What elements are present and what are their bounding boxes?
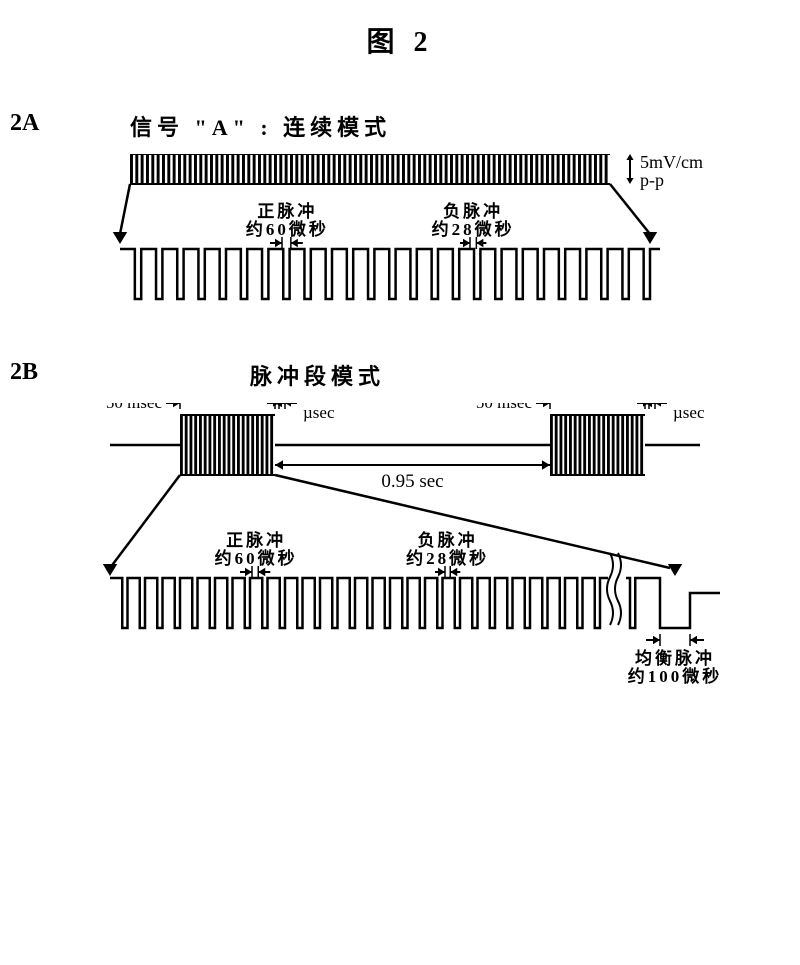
svg-text:µsec: µsec <box>303 403 335 422</box>
svg-text:均衡脉冲: 均衡脉冲 <box>635 648 715 668</box>
svg-text:约28微秒: 约28微秒 <box>406 548 489 568</box>
panel-2a-label: 2A <box>10 110 39 137</box>
svg-text:约100微秒: 约100微秒 <box>628 666 723 686</box>
panel-2a-title: 信号 "A" : 连续模式 <box>130 110 780 142</box>
panel-2b-title: 脉冲段模式 <box>250 359 780 391</box>
figure-title: 图 2 <box>20 20 780 60</box>
panel-2a-svg: 5mV/cmp-p正脉冲约60微秒负脉冲约28微秒 <box>40 154 760 329</box>
panel-2b-svg: 50 msec50 msec100µsec100µsec0.95 sec正脉冲约… <box>40 403 760 703</box>
svg-text:约60微秒: 约60微秒 <box>215 548 298 568</box>
svg-text:约60微秒: 约60微秒 <box>246 219 329 239</box>
svg-text:正脉冲: 正脉冲 <box>257 201 317 221</box>
panel-2b-label: 2B <box>10 359 38 386</box>
svg-text:负脉冲: 负脉冲 <box>418 530 478 550</box>
panel-2b: 2B 脉冲段模式 50 msec50 msec100µsec100µsec0.9… <box>20 359 780 703</box>
svg-text:正脉冲: 正脉冲 <box>226 530 286 550</box>
svg-text:µsec: µsec <box>673 403 705 422</box>
panel-2a: 2A 信号 "A" : 连续模式 5mV/cmp-p正脉冲约60微秒负脉冲约28… <box>20 110 780 329</box>
svg-text:负脉冲: 负脉冲 <box>443 201 503 221</box>
svg-text:50 msec: 50 msec <box>476 403 533 412</box>
svg-text:0.95 sec: 0.95 sec <box>381 471 443 492</box>
svg-text:50 msec: 50 msec <box>106 403 163 412</box>
svg-text:约28微秒: 约28微秒 <box>432 219 515 239</box>
svg-text:p-p: p-p <box>640 170 664 190</box>
